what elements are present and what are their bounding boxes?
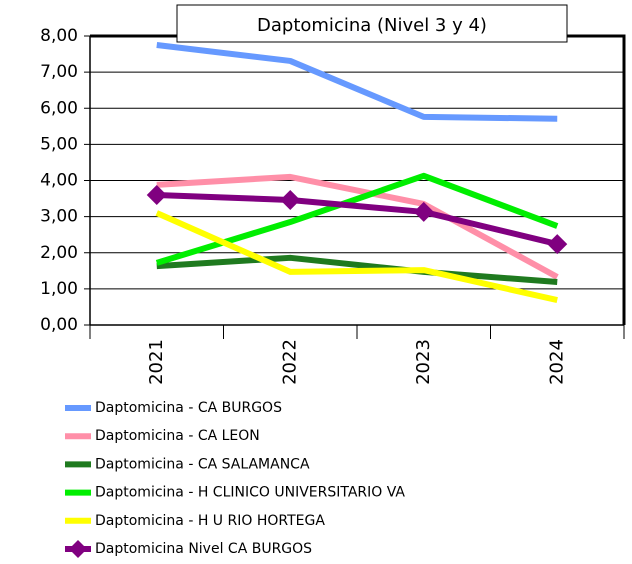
point-marker xyxy=(146,184,167,205)
point-marker xyxy=(280,190,301,211)
series-line xyxy=(156,42,558,122)
x-tick-label: 2021 xyxy=(146,339,167,385)
title-box xyxy=(176,4,568,43)
legend-label: Daptomicina Nivel CA BURGOS xyxy=(95,541,312,557)
point-marker xyxy=(547,234,568,255)
series-line xyxy=(155,210,558,304)
y-tick-label: 8,00 xyxy=(40,26,78,46)
y-tick-label: 5,00 xyxy=(40,134,78,154)
y-tick-label: 0,00 xyxy=(40,315,78,335)
series-line xyxy=(156,173,559,280)
chart-title: Daptomicina (Nivel 3 y 4) xyxy=(257,15,487,36)
y-tick-label: 1,00 xyxy=(40,279,78,299)
y-tick-label: 2,00 xyxy=(40,243,78,263)
legend-label: Daptomicina - CA SALAMANCA xyxy=(95,456,310,472)
legend-label: Daptomicina - CA LEON xyxy=(95,428,260,444)
series-line xyxy=(156,191,558,247)
y-tick-label: 3,00 xyxy=(40,207,78,227)
legend-label: Daptomicina - H CLINICO UNIVERSITARIO VA xyxy=(95,485,405,501)
legend-label: Daptomicina - CA BURGOS xyxy=(95,400,282,416)
y-tick-label: 6,00 xyxy=(40,98,78,118)
y-tick-label: 4,00 xyxy=(40,171,78,191)
y-tick-label: 7,00 xyxy=(40,62,78,82)
x-tick-label: 2023 xyxy=(413,339,434,385)
x-tick-label: 2022 xyxy=(279,339,300,385)
legend-label: Daptomicina - H U RIO HORTEGA xyxy=(95,513,325,529)
legend-marker xyxy=(69,540,87,558)
series-line xyxy=(156,254,558,286)
point-marker xyxy=(413,201,434,222)
x-tick-label: 2024 xyxy=(546,339,567,385)
